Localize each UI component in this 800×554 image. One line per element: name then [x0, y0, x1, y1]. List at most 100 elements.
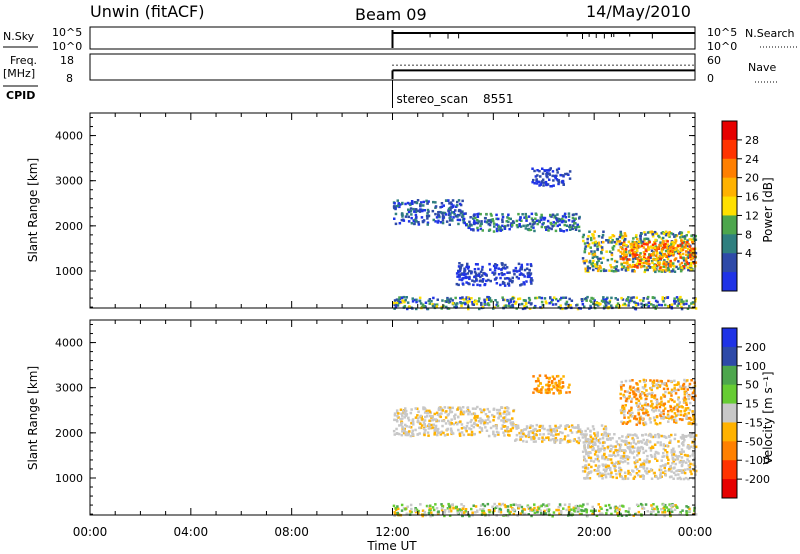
- range-cell: [426, 411, 430, 415]
- range-cell: [658, 255, 662, 258]
- range-cell: [659, 441, 662, 444]
- range-cell: [488, 509, 492, 512]
- range-cell: [503, 425, 507, 428]
- range-cell: [613, 259, 617, 263]
- range-cell: [488, 262, 491, 266]
- range-cell: [653, 240, 656, 244]
- range-cell: [456, 408, 459, 411]
- range-cell: [585, 259, 588, 262]
- range-cell: [618, 504, 622, 508]
- range-cell: [614, 269, 617, 273]
- range-cell: [652, 406, 655, 410]
- range-cell: [440, 430, 444, 434]
- range-cell: [468, 514, 471, 518]
- range-cell: [527, 271, 530, 275]
- range-cell: [476, 221, 480, 225]
- range-cell: [662, 393, 665, 397]
- range-cell: [634, 264, 637, 267]
- range-cell: [410, 507, 413, 511]
- range-cell: [650, 435, 653, 438]
- range-cell: [472, 504, 475, 507]
- range-cell: [503, 416, 507, 419]
- range-cell: [584, 508, 587, 511]
- range-cell: [646, 268, 649, 272]
- range-cell: [627, 304, 630, 307]
- range-cell: [415, 298, 418, 302]
- range-cell: [635, 423, 638, 426]
- range-cell: [552, 434, 555, 437]
- range-cell: [619, 246, 622, 249]
- range-cell: [541, 172, 545, 175]
- range-cell: [657, 303, 661, 307]
- range-cell: [578, 217, 581, 220]
- range-cell: [425, 199, 428, 203]
- range-cell: [483, 300, 487, 304]
- range-cell: [428, 509, 431, 512]
- range-cell: [515, 275, 519, 279]
- range-cell: [689, 253, 692, 257]
- range-cell: [694, 473, 697, 476]
- range-cell: [558, 380, 561, 384]
- range-cell: [662, 412, 665, 415]
- range-cell: [496, 304, 500, 307]
- range-cell: [556, 299, 560, 303]
- range-cell: [653, 471, 656, 475]
- range-cell: [691, 301, 695, 304]
- range-cell: [500, 406, 503, 409]
- range-cell: [621, 435, 624, 438]
- range-cell: [530, 212, 534, 216]
- range-cell: [423, 411, 427, 414]
- range-cell: [694, 251, 698, 255]
- range-cell: [624, 443, 627, 446]
- range-cell: [594, 266, 598, 270]
- range-cell: [609, 506, 612, 510]
- range-cell: [446, 298, 449, 301]
- range-cell: [621, 460, 625, 464]
- range-cell: [425, 409, 428, 412]
- range-cell: [688, 507, 691, 511]
- range-cell: [445, 410, 448, 413]
- range-cell: [402, 431, 406, 435]
- range-cell: [607, 241, 610, 244]
- range-cell: [559, 431, 562, 434]
- range-cell: [440, 407, 444, 411]
- range-cell: [532, 178, 535, 182]
- range-cell: [631, 244, 634, 247]
- range-cell: [640, 302, 643, 306]
- range-cell: [686, 454, 689, 457]
- range-cell: [673, 419, 676, 422]
- range-cell: [673, 270, 677, 273]
- x-tick-label: 20:00: [577, 525, 612, 539]
- range-cell: [621, 406, 624, 409]
- range-cell: [411, 297, 414, 300]
- range-cell: [522, 281, 525, 284]
- range-cell: [672, 262, 675, 265]
- range-cell: [436, 513, 440, 516]
- range-cell: [688, 454, 692, 458]
- range-cell: [498, 412, 502, 415]
- range-cell: [467, 265, 470, 269]
- range-cell: [669, 246, 672, 249]
- range-cell: [683, 241, 686, 244]
- range-cell: [621, 457, 625, 460]
- range-cell: [616, 451, 619, 454]
- range-cell: [487, 222, 490, 226]
- range-cell: [686, 388, 689, 391]
- range-cell: [497, 510, 501, 513]
- range-cell: [662, 300, 665, 303]
- range-cell: [688, 408, 691, 412]
- range-cell: [674, 234, 677, 237]
- range-cell: [655, 406, 658, 409]
- range-cell: [650, 259, 654, 263]
- range-cell: [500, 271, 504, 275]
- range-cell: [528, 228, 531, 232]
- range-cell: [465, 265, 468, 269]
- range-cell: [473, 414, 477, 418]
- range-cell: [415, 307, 418, 311]
- range-cell: [543, 218, 546, 221]
- range-cell: [479, 224, 482, 227]
- range-cell: [481, 305, 485, 309]
- range-cell: [638, 254, 641, 257]
- range-cell: [645, 394, 649, 398]
